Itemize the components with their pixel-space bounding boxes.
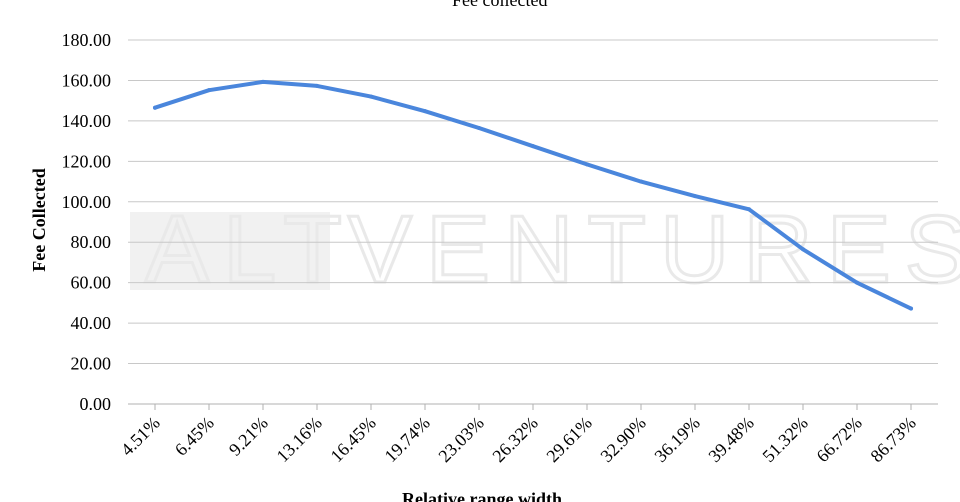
legend-label: Fee collected [452, 0, 547, 10]
data-point [369, 94, 373, 99]
x-axis-ticks: 4.51% 6.45% 9.21% 13.16% 16.45% 19.74% 23.03% 2… [117, 404, 920, 466]
watermark: ALT VENTURES [130, 195, 960, 305]
x-tick-label: 6.45% [171, 413, 218, 460]
data-point [909, 306, 913, 311]
x-tick-label: 16.45% [326, 413, 379, 466]
gridlines [128, 39, 938, 365]
data-point [207, 88, 211, 93]
y-axis-title: Fee Collected [29, 168, 49, 271]
data-point [261, 79, 265, 84]
watermark-left-text: ALT [145, 196, 356, 303]
x-tick-label: 23.03% [434, 413, 487, 466]
data-point [423, 109, 427, 114]
x-tick-label: 86.73% [866, 413, 919, 466]
y-tick-label: 20.00 [71, 354, 112, 374]
x-tick-label: 19.74% [380, 413, 433, 466]
data-point [639, 179, 643, 184]
y-tick-label: 180.00 [62, 30, 112, 50]
data-point [801, 247, 805, 252]
y-tick-label: 140.00 [62, 111, 112, 131]
x-tick-label: 66.72% [812, 413, 865, 466]
data-point [747, 207, 751, 212]
x-tick-label: 13.16% [272, 413, 325, 466]
data-point [585, 162, 589, 167]
x-tick-label: 36.19% [650, 413, 703, 466]
legend: Fee collected [452, 0, 547, 10]
watermark-right-text: VENTURES [348, 196, 960, 303]
x-tick-label: 39.48% [704, 413, 757, 466]
y-tick-label: 60.00 [71, 273, 112, 293]
x-tick-label: 9.21% [225, 413, 272, 460]
data-point [531, 144, 535, 149]
data-point [855, 280, 859, 285]
series-layer [153, 79, 913, 311]
x-tick-label: 4.51% [117, 413, 164, 460]
x-tick-label: 26.32% [488, 413, 541, 466]
data-point [315, 83, 319, 88]
y-axis-ticks: 0.00 20.00 40.00 60.00 80.00 100.00 120.00 140.… [62, 30, 112, 414]
x-tick-label: 51.32% [758, 413, 811, 466]
y-tick-label: 80.00 [71, 232, 112, 252]
y-tick-label: 0.00 [80, 394, 112, 414]
x-axis-title: Relative range width [402, 489, 562, 502]
data-point [153, 105, 157, 110]
y-tick-label: 40.00 [71, 313, 112, 333]
x-tick-label: 32.90% [596, 413, 649, 466]
y-tick-label: 120.00 [62, 151, 112, 171]
data-point [693, 194, 697, 199]
y-tick-label: 100.00 [62, 192, 112, 212]
x-tick-label: 29.61% [542, 413, 595, 466]
data-point [477, 125, 481, 130]
y-tick-label: 160.00 [62, 70, 112, 90]
watermark-box [130, 212, 330, 290]
